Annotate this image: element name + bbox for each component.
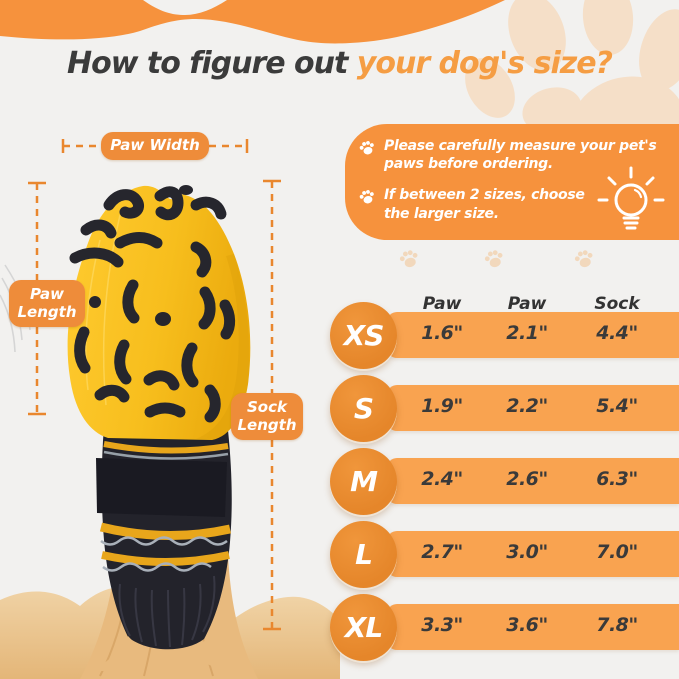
paw-width-value: 2.7": [421, 541, 463, 563]
paw-length-value: 2.1": [506, 322, 548, 344]
paw-icon: [359, 190, 374, 204]
paw-width-value: 3.3": [421, 614, 463, 636]
table-row: L 2.7" 3.0" 7.0": [0, 521, 679, 588]
paw-icon: [484, 250, 503, 268]
measuring-tips-box: Please carefully measure your pet's paws…: [345, 124, 679, 240]
size-badge: XL: [330, 594, 397, 661]
anti-slip-pattern: [69, 186, 236, 423]
table-row: M 2.4" 2.6" 6.3": [0, 448, 679, 515]
tip-text: If between 2 sizes, choose the larger si…: [384, 187, 585, 222]
paw-length-value: 3.0": [506, 541, 548, 563]
sock-length-value: 7.0": [596, 541, 638, 563]
paw-length-value: 2.2": [506, 395, 548, 417]
paw-width-value: 1.9": [421, 395, 463, 417]
paw-icon: [574, 250, 593, 268]
table-row: S 1.9" 2.2" 5.4": [0, 375, 679, 442]
paw-icon: [399, 250, 418, 268]
paw-length-label: Paw Length: [9, 280, 85, 327]
row-bar: [387, 458, 679, 504]
size-badge: M: [330, 448, 397, 515]
paw-width-value: 1.6": [421, 322, 463, 344]
anti-slip-dots: [89, 185, 193, 326]
paw-width-label: Paw Width: [101, 132, 209, 160]
row-bar: [387, 531, 679, 577]
row-bar: [387, 312, 679, 358]
table-row: XS 1.6" 2.1" 4.4": [0, 302, 679, 369]
row-bar: [387, 604, 679, 650]
paw-icon: [359, 141, 374, 155]
size-badge: S: [330, 375, 397, 442]
header-wave: [0, 0, 505, 44]
lightbulb-icon: [597, 166, 665, 230]
size-badge: L: [330, 521, 397, 588]
sock-length-value: 5.4": [596, 395, 638, 417]
sock-length-label: Sock Length: [231, 393, 303, 440]
sock-length-value: 6.3": [596, 468, 638, 490]
title-highlight: your dog's size?: [356, 46, 613, 81]
sock-length-value: 7.8": [596, 614, 638, 636]
page-title: How to figure out your dog's size?: [0, 46, 679, 81]
table-row: XL 3.3" 3.6" 7.8": [0, 594, 679, 661]
paw-length-value: 2.6": [506, 468, 548, 490]
paw-width-value: 2.4": [421, 468, 463, 490]
title-prefix: How to figure out: [67, 46, 357, 81]
size-badge: XS: [330, 302, 397, 369]
row-bar: [387, 385, 679, 431]
tip-item: If between 2 sizes, choose the larger si…: [359, 186, 671, 222]
sock-length-value: 4.4": [596, 322, 638, 344]
paw-length-value: 3.6": [506, 614, 548, 636]
